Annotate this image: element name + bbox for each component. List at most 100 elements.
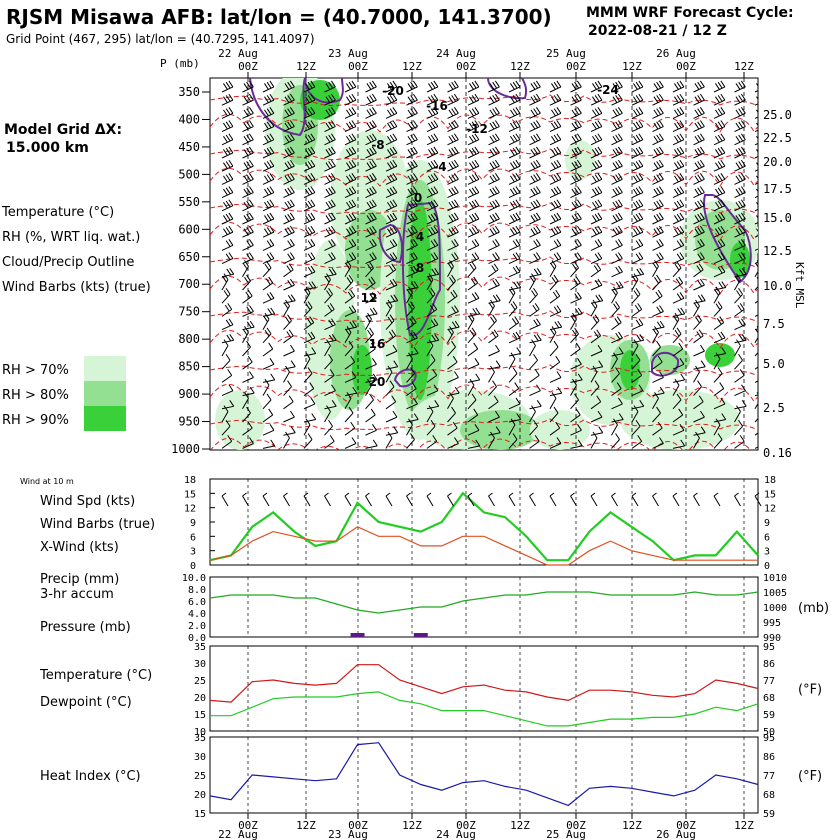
wind-barb bbox=[324, 139, 336, 146]
wind-barb bbox=[754, 90, 758, 93]
panel-label: 3-hr accum bbox=[40, 587, 114, 602]
wind-barb bbox=[344, 152, 357, 159]
wind-barb-flag bbox=[225, 147, 231, 155]
wind-barb bbox=[344, 377, 357, 383]
wind-barb-flag bbox=[535, 225, 541, 233]
wind-barb bbox=[734, 258, 746, 265]
wind-barb-flag bbox=[553, 174, 559, 181]
wind-barb bbox=[324, 99, 336, 106]
wind-barb-flag bbox=[717, 161, 723, 168]
wind-barb bbox=[365, 363, 377, 370]
surface-wind-barb-flag bbox=[611, 492, 616, 497]
wind-barb bbox=[631, 324, 644, 331]
wind-barb-flag bbox=[635, 319, 641, 327]
wind-barb-flag bbox=[433, 212, 439, 220]
wind-barb-flag bbox=[325, 175, 331, 183]
wind-barb bbox=[344, 86, 357, 93]
wind-barb-flag bbox=[756, 135, 758, 140]
wind-barb bbox=[488, 432, 501, 436]
wind-barb-flag bbox=[228, 80, 234, 88]
wind-barb bbox=[467, 399, 477, 410]
wind-barb-flag bbox=[246, 340, 251, 348]
wind-barb bbox=[447, 377, 459, 383]
wind-barb bbox=[303, 353, 316, 357]
wind-barb-flag bbox=[617, 239, 623, 246]
wind-barb bbox=[611, 86, 623, 93]
pressure-axis: 3504004505005506006507007508008509009501… bbox=[171, 85, 210, 456]
wind-barb bbox=[221, 425, 231, 436]
wind-barb bbox=[344, 178, 357, 185]
wind-barb-flag bbox=[594, 187, 600, 195]
wind-barb-flag bbox=[392, 159, 398, 167]
wind-barb bbox=[242, 266, 249, 278]
wind-barb bbox=[242, 295, 253, 304]
wind-barb-flag bbox=[223, 215, 228, 222]
wind-barb-flag bbox=[410, 174, 416, 181]
wind-barb bbox=[426, 218, 439, 225]
wind-barb bbox=[570, 244, 582, 251]
wind-barb-flag bbox=[674, 188, 679, 196]
wind-barb bbox=[570, 414, 581, 423]
wind-barb-flag bbox=[368, 278, 374, 285]
wind-barb bbox=[365, 152, 377, 159]
wind-barb-flag bbox=[451, 187, 457, 195]
wind-barb-flag bbox=[428, 175, 433, 183]
wind-barb bbox=[262, 399, 272, 410]
wind-barb bbox=[426, 324, 439, 331]
wind-barb-flag bbox=[289, 133, 295, 141]
left-tick-label: 12 bbox=[184, 504, 196, 515]
wind-panel: Wind Spd (kts)Wind Barbs (true)X-Wind (k… bbox=[40, 475, 776, 572]
wind-barb bbox=[303, 439, 313, 449]
wind-barb bbox=[283, 258, 295, 265]
rh-key-label: RH > 80% bbox=[2, 388, 69, 403]
wind-barb bbox=[447, 165, 459, 172]
wind-barb bbox=[344, 218, 357, 225]
wind-barb-flag bbox=[495, 294, 501, 301]
wind-barb-flag bbox=[474, 212, 480, 220]
wind-barb bbox=[488, 192, 500, 199]
wind-barb-flag bbox=[653, 96, 659, 103]
wind-barb-flag bbox=[454, 386, 460, 394]
wind-barb-flag bbox=[269, 186, 275, 193]
wind-barb-flag bbox=[330, 159, 336, 167]
wind-barb-flag bbox=[453, 80, 459, 88]
wind-barb-flag bbox=[469, 312, 475, 320]
date-tick-label: 25 Aug bbox=[546, 828, 586, 840]
wind-barb-flag bbox=[680, 307, 686, 315]
surface-wind-barb bbox=[262, 495, 270, 507]
wind-barb-flag bbox=[530, 122, 536, 130]
wind-barb-flag bbox=[469, 263, 475, 271]
wind-barb-flag bbox=[616, 316, 622, 323]
wind-barb bbox=[324, 205, 336, 212]
wind-barb-flag bbox=[594, 134, 600, 142]
wind-barb bbox=[406, 244, 418, 251]
left-tick-label: 10 bbox=[194, 727, 206, 738]
wind-barb-flag bbox=[244, 260, 249, 267]
wind-barb-flag bbox=[412, 252, 418, 259]
wind-barb-flag bbox=[474, 239, 480, 246]
wind-barb bbox=[385, 416, 398, 423]
wind-barb-flag bbox=[550, 262, 555, 270]
wind-barb-flag bbox=[571, 162, 577, 169]
wind-barb-flag bbox=[412, 212, 418, 220]
wind-barb bbox=[447, 139, 459, 146]
wind-barb-flag bbox=[592, 162, 597, 169]
wind-barb-flag bbox=[759, 341, 763, 347]
wind-barb bbox=[426, 99, 439, 106]
wind-barb bbox=[672, 333, 682, 344]
wind-barb-flag bbox=[290, 426, 296, 433]
wind-barb-flag bbox=[738, 253, 744, 261]
wind-barb-flag bbox=[615, 253, 621, 261]
wind-barb bbox=[508, 424, 516, 436]
wind-barb-flag bbox=[594, 200, 600, 208]
wind-barb bbox=[488, 401, 499, 410]
wind-barb-flag bbox=[410, 301, 415, 308]
surface-wind-barb-flag bbox=[406, 492, 411, 497]
wind-barb-flag bbox=[307, 433, 313, 440]
left-tick-label: 15 bbox=[194, 710, 206, 721]
wind-barb-flag bbox=[574, 95, 580, 102]
wind-barb-flag bbox=[471, 393, 477, 401]
wind-barb-flag bbox=[617, 212, 623, 220]
wind-barb-flag bbox=[516, 347, 522, 354]
wind-barb-flag bbox=[597, 410, 603, 418]
